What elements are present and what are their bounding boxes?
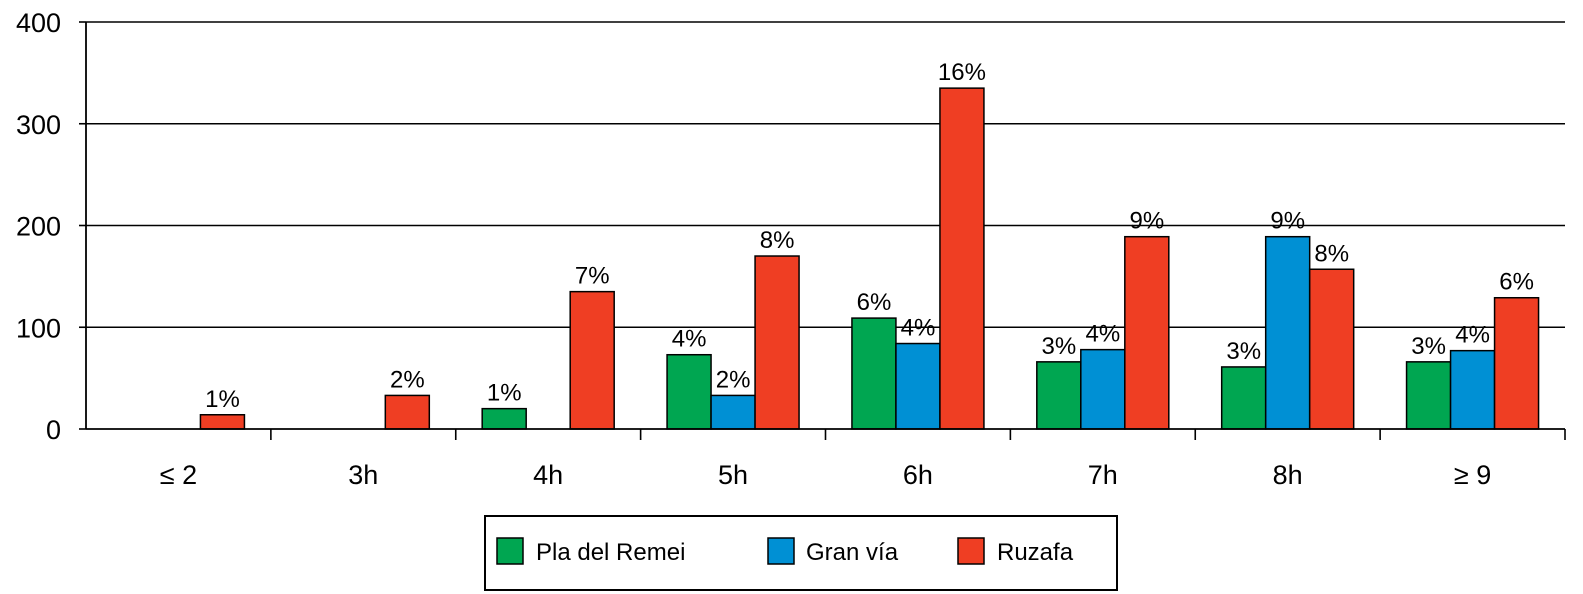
data-label: 4%: [1455, 322, 1490, 349]
bar: [1036, 361, 1082, 430]
x-tick-label: ≤ 2: [160, 460, 197, 490]
data-label: 9%: [1270, 208, 1305, 235]
legend: Pla del Remei Gran vía Ruzafa: [484, 515, 1118, 591]
legend-label-ruzafa: Ruzafa: [997, 539, 1074, 566]
bar: [754, 255, 800, 430]
bar: [1405, 361, 1452, 430]
bar: [1080, 348, 1126, 430]
bar: [1449, 349, 1496, 430]
x-tick-label: 8h: [1273, 460, 1303, 490]
bar: [939, 87, 985, 430]
data-label: 8%: [1314, 240, 1349, 267]
legend-label-pla-del-remei: Pla del Remei: [536, 539, 685, 566]
bar: [481, 407, 527, 430]
bar: [666, 353, 712, 430]
data-label: 2%: [390, 366, 425, 393]
legend-swatch-ruzafa: [957, 537, 985, 565]
legend-label-gran-via: Gran vía: [806, 539, 899, 566]
data-label: 6%: [857, 289, 892, 316]
data-label: 3%: [1411, 333, 1446, 360]
data-label: 7%: [575, 263, 610, 290]
y-tick-label: 300: [16, 110, 61, 140]
bar: [1493, 296, 1540, 430]
x-tick-label: ≥ 9: [1454, 460, 1491, 490]
y-axis: 0 100 200 300 400: [16, 8, 87, 445]
data-label: 2%: [716, 366, 751, 393]
y-tick-label: 400: [16, 8, 61, 38]
bar: [895, 342, 941, 430]
bars: 1% 2% 1% 7% 4% 2% 8% 6% 4% 16% 3% 4% 9% 3% 9% 8% 3% 4% 6%: [199, 59, 1540, 430]
bar: [384, 394, 431, 430]
data-label: 4%: [1085, 321, 1120, 348]
bar: [1264, 235, 1311, 430]
data-label: 3%: [1226, 338, 1261, 365]
x-tick-label: 5h: [718, 460, 748, 490]
data-label: 4%: [672, 326, 707, 353]
data-label: 4%: [901, 315, 936, 342]
x-tick-label: 6h: [903, 460, 933, 490]
x-tick-label: 4h: [533, 460, 563, 490]
data-label: 6%: [1499, 269, 1534, 296]
y-tick-label: 100: [16, 313, 61, 343]
y-tick-label: 0: [46, 415, 61, 445]
data-label: 9%: [1129, 208, 1164, 235]
x-tick-label: 3h: [348, 460, 378, 490]
legend-swatch-pla-del-remei: [496, 537, 524, 565]
legend-box: [484, 515, 1118, 591]
bar: [1308, 268, 1355, 430]
bar: [1220, 366, 1267, 430]
bar: [710, 394, 756, 430]
data-label: 16%: [938, 59, 986, 86]
data-label: 3%: [1041, 333, 1076, 360]
bar: [1124, 235, 1170, 430]
x-axis: ≤ 2 3h 4h 5h 6h 7h 8h ≥ 9: [86, 428, 1566, 490]
data-label: 1%: [487, 380, 522, 407]
x-tick-label: 7h: [1088, 460, 1118, 490]
data-label: 1%: [205, 386, 240, 413]
bar: [199, 414, 246, 430]
bar: [569, 290, 615, 430]
y-tick-label: 200: [16, 212, 61, 242]
legend-swatch-gran-via: [767, 537, 795, 565]
data-label: 8%: [760, 227, 795, 254]
bar: [851, 317, 897, 430]
